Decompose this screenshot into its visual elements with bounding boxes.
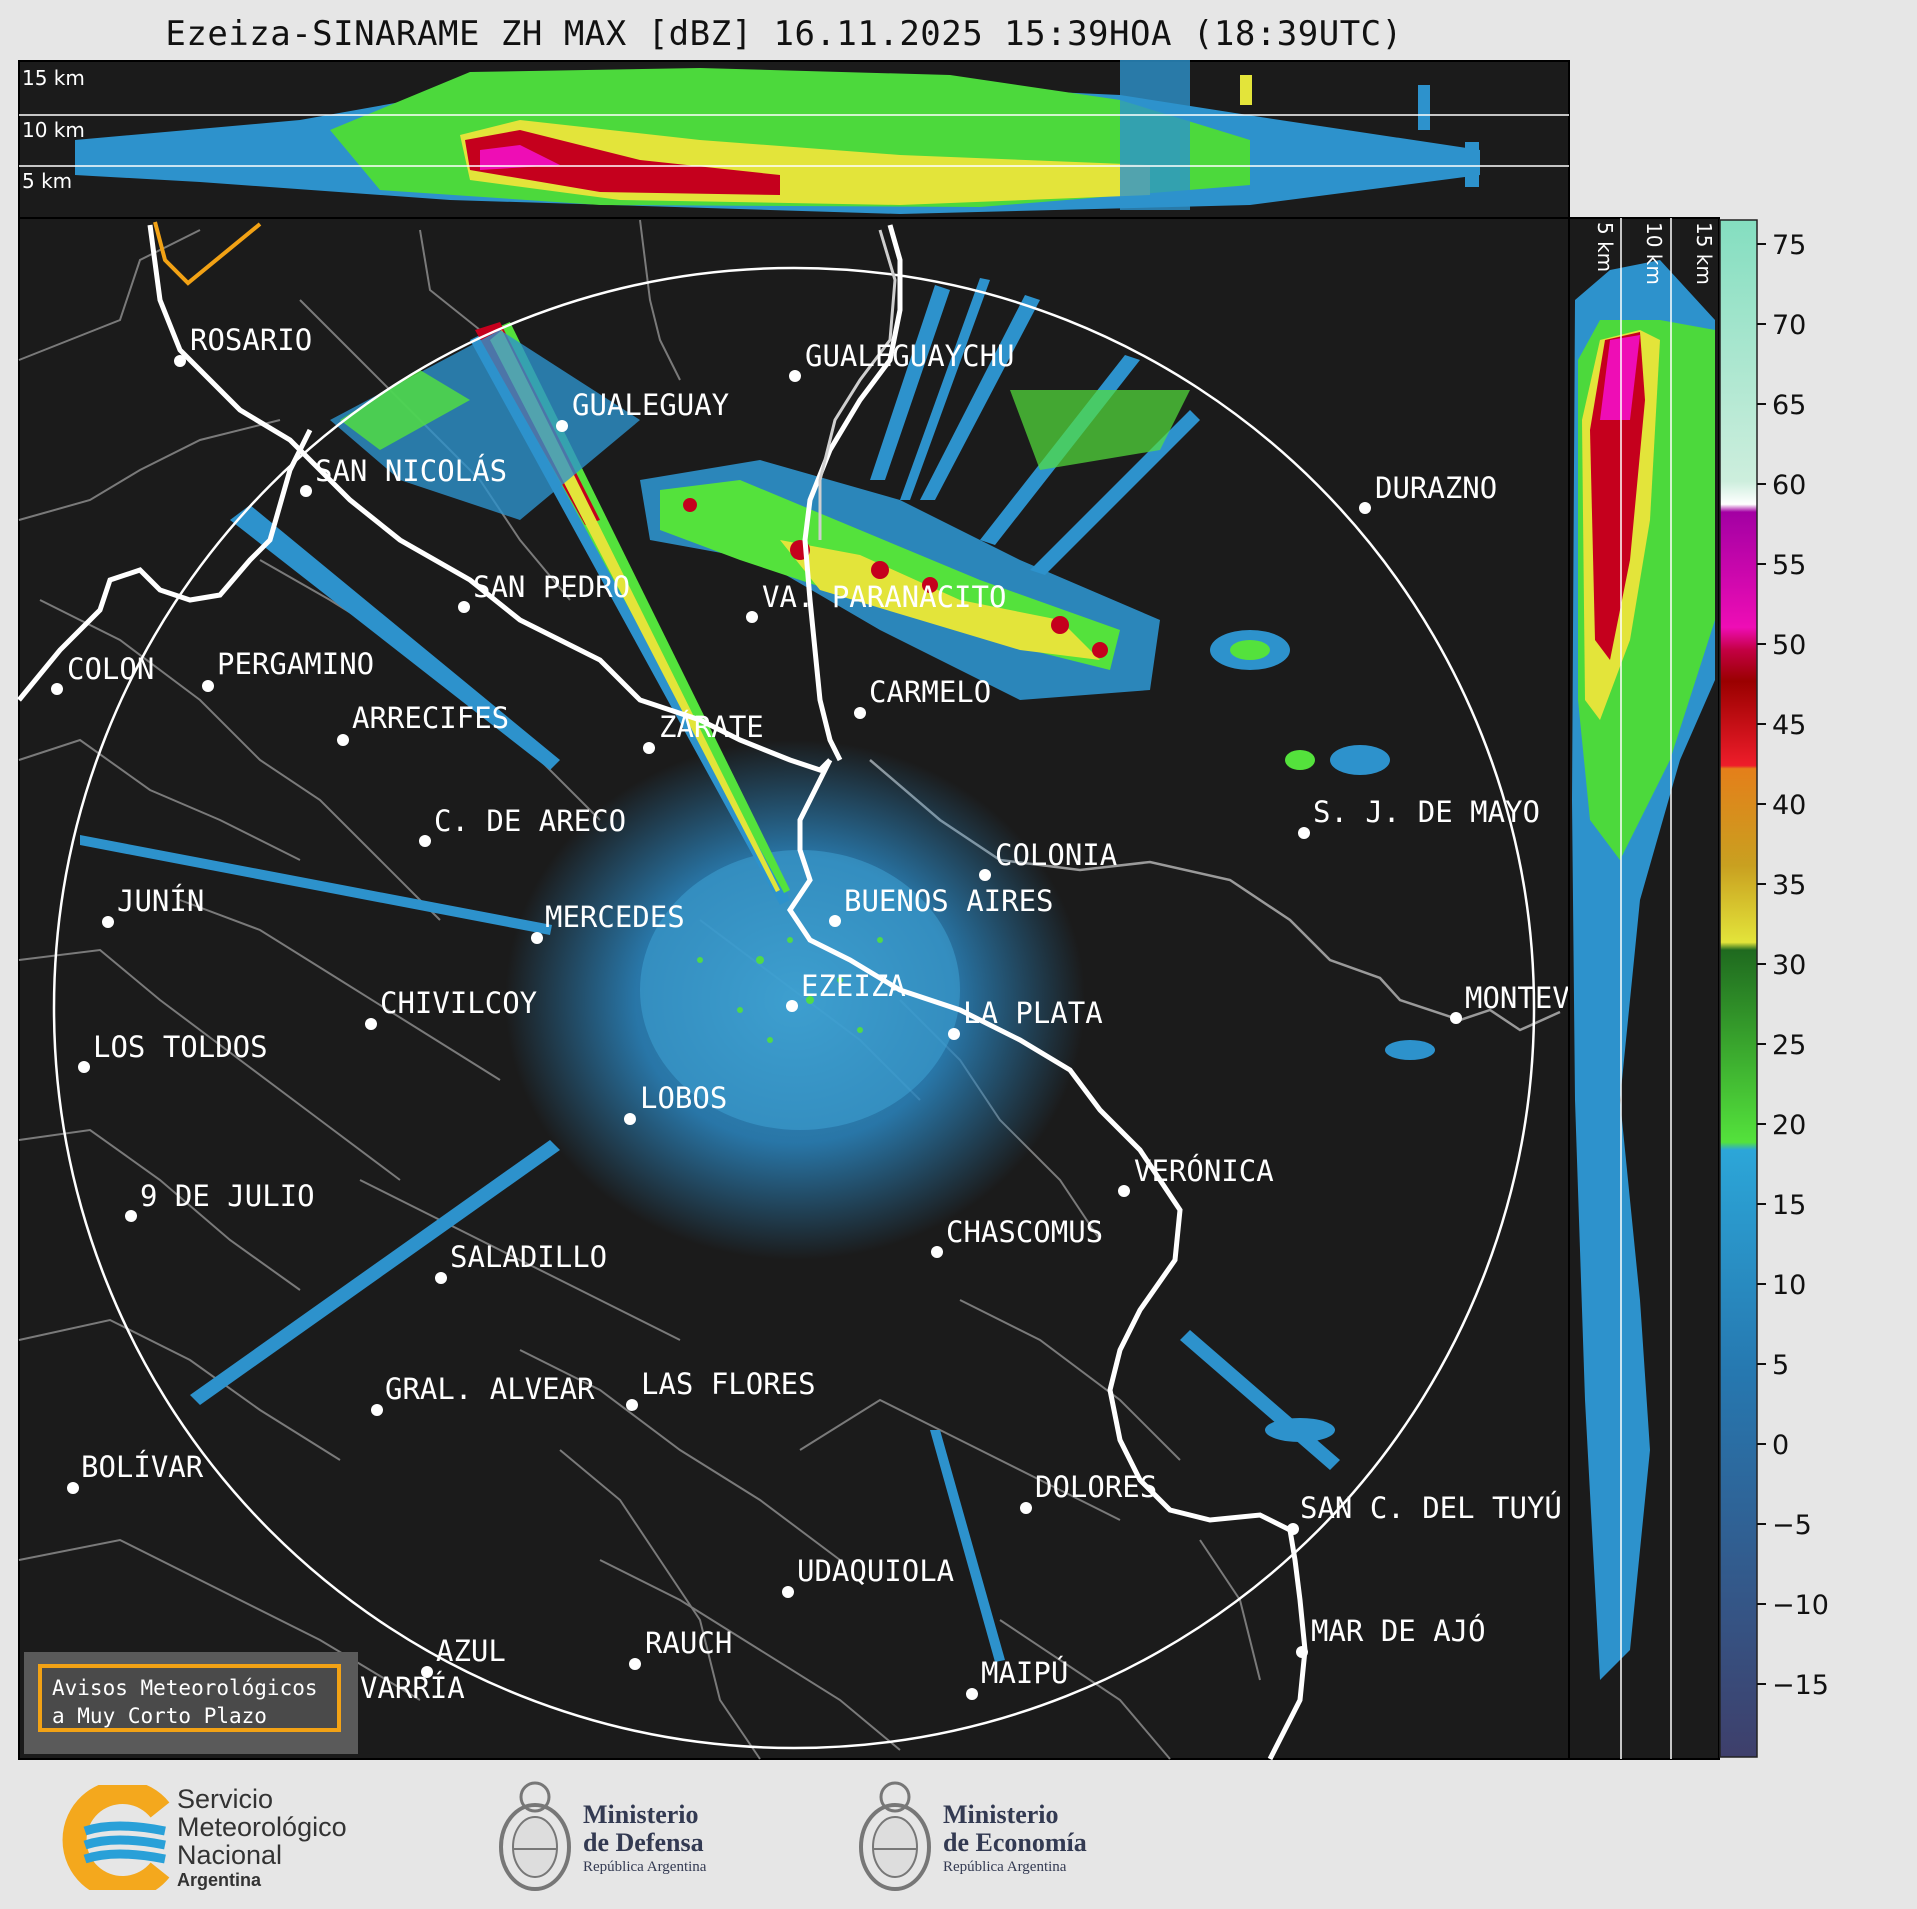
colorbar-tick-label: 20 [1772, 1110, 1806, 1141]
escudo-icon [499, 1781, 571, 1891]
city-label-9-de-julio: 9 DE JULIO [140, 1179, 315, 1213]
colorbar-tick-label: 70 [1772, 310, 1806, 341]
city-label-dolores: DOLORES [1035, 1470, 1157, 1504]
city-label-la-plata: LA PLATA [963, 996, 1103, 1030]
city-label-bolivar: BOLÍVAR [81, 1450, 204, 1484]
city-label-va-paranacito: VA. PARANACITO [762, 580, 1006, 614]
economia-line1: Ministerio [943, 1800, 1059, 1829]
city-label-san-nicolas: SAN NICOLÁS [315, 454, 507, 488]
colorbar-tick-label: 45 [1772, 710, 1806, 741]
city-label-ezeiza: EZEIZA [801, 969, 906, 1003]
radar-echoes [80, 278, 1435, 1662]
city-label-chascomus: CHASCOMUS [946, 1215, 1103, 1249]
city-label-montev: MONTEV [1465, 981, 1570, 1015]
city-label-san-pedro: SAN PEDRO [473, 570, 630, 604]
colorbar-tick-label: 30 [1772, 950, 1806, 981]
escudo-icon [859, 1781, 931, 1891]
city-label-pergamino: PERGAMINO [217, 647, 374, 681]
colorbar-tick-label: −5 [1772, 1510, 1812, 1541]
city-label-rosario: ROSARIO [190, 323, 312, 357]
side-alt-15: 15 km [1692, 222, 1716, 285]
defensa-line3: República Argentina [583, 1859, 707, 1875]
city-label-junin: JUNÍN [117, 884, 204, 918]
map-title: Ezeiza-SINARAME ZH MAX [dBZ] 16.11.2025 … [165, 14, 1403, 54]
colorbar-tick-label: −10 [1772, 1590, 1829, 1621]
defensa-logo: Ministerio de Defensa República Argentin… [495, 1775, 755, 1895]
economia-logo: Ministerio de Economía República Argenti… [855, 1775, 1135, 1895]
city-label-colonia: COLONIA [995, 838, 1117, 872]
city-label-saladillo: SALADILLO [450, 1240, 607, 1274]
side-cross-section: 5 km 10 km 15 km [1568, 217, 1720, 1760]
top-alt-15: 15 km [22, 66, 85, 90]
economia-line3: República Argentina [943, 1859, 1067, 1875]
smn-line3: Nacional [177, 1840, 283, 1870]
warning-legend-line1: Avisos Meteorológicos [52, 1676, 318, 1700]
city-label-durazno: DURAZNO [1375, 471, 1497, 505]
warning-polygon [153, 221, 262, 286]
city-label-maipu: MAIPÚ [981, 1656, 1068, 1690]
city-label-rauch: RAUCH [645, 1626, 732, 1660]
top-alt-10: 10 km [22, 118, 85, 142]
colorbar-tick-label: 0 [1772, 1430, 1789, 1461]
colorbar-tick-label: 55 [1772, 550, 1806, 581]
city-label-colon: COLON [67, 652, 154, 686]
city-label-gualeguay: GUALEGUAY [572, 388, 729, 422]
city-label-los-toldos: LOS TOLDOS [93, 1030, 268, 1064]
radar-map-panel: ROSARIO GUALEGUAYCHU GUALEGUAY SAN NICOL… [17, 217, 1570, 1761]
city-label-azul: AZUL [436, 1634, 506, 1668]
city-label-lobos: LOBOS [640, 1081, 727, 1115]
colorbar-tick-label: 5 [1772, 1350, 1789, 1381]
top-cross-section: 15 km 10 km 5 km [18, 60, 1570, 219]
city-label-c-de-areco: C. DE ARECO [434, 804, 626, 838]
range-ring [52, 266, 1536, 1750]
admin-borders [18, 219, 1261, 1760]
smn-line1: Servicio [177, 1784, 274, 1814]
city-label-olavarria: VARRÍA [360, 1671, 465, 1705]
city-label-veronica: VERÓNICA [1134, 1154, 1274, 1188]
city-label-mar-de-ajo: MAR DE AJÓ [1311, 1614, 1486, 1648]
colorbar-tick-label: 35 [1772, 870, 1806, 901]
top-alt-5: 5 km [22, 169, 72, 193]
economia-line2: de Economía [943, 1828, 1087, 1857]
colorbar-tick-label: 10 [1772, 1270, 1806, 1301]
smn-line4: Argentina [177, 1870, 262, 1890]
city-label-gualeguaychu: GUALEGUAYCHU [805, 339, 1015, 373]
defensa-line1: Ministerio [583, 1800, 699, 1829]
city-label-san-c-del-tuyu: SAN C. DEL TUYÚ [1300, 1491, 1562, 1525]
city-label-carmelo: CARMELO [869, 675, 991, 709]
smn-logo-icon [62, 1780, 170, 1900]
rio-uruguay [818, 229, 897, 540]
city-label-buenos-aires: BUENOS AIRES [844, 884, 1054, 918]
city-markers: ROSARIO GUALEGUAYCHU GUALEGUAY SAN NICOL… [51, 323, 1570, 1705]
colorbar-tick-label: 15 [1772, 1190, 1806, 1221]
smn-logo: Servicio Meteorológico Nacional Argentin… [55, 1780, 395, 1900]
city-label-gral-alvear: GRAL. ALVEAR [385, 1372, 595, 1406]
city-label-chivilcoy: CHIVILCOY [380, 986, 537, 1020]
city-label-mercedes: MERCEDES [545, 900, 685, 934]
colorbar-tick-label: 75 [1772, 230, 1806, 261]
warning-legend-box: Avisos Meteorológicos a Muy Corto Plazo [38, 1664, 341, 1732]
defensa-line2: de Defensa [583, 1828, 704, 1857]
colorbar-tick-label: 40 [1772, 790, 1806, 821]
warning-legend-line2: a Muy Corto Plazo [52, 1704, 267, 1728]
city-label-zarate: ZÁRATE [659, 710, 764, 744]
city-label-las-flores: LAS FLORES [641, 1367, 816, 1401]
side-alt-5: 5 km [1593, 222, 1617, 272]
colorbar-tick-label: 60 [1772, 470, 1806, 501]
coastline [17, 224, 1308, 1761]
colorbar-tick-label: 25 [1772, 1030, 1806, 1061]
colorbar-tick-label: 50 [1772, 630, 1806, 661]
smn-line2: Meteorológico [177, 1812, 347, 1842]
colorbar-tick-label: 65 [1772, 390, 1806, 421]
city-label-udaquiola: UDAQUIOLA [797, 1554, 954, 1588]
city-label-arrecifes: ARRECIFES [352, 701, 509, 735]
colorbar-tick-label: −15 [1772, 1670, 1829, 1701]
side-alt-10: 10 km [1642, 222, 1666, 285]
city-label-sj-de-mayo: S. J. DE MAYO [1313, 795, 1540, 829]
